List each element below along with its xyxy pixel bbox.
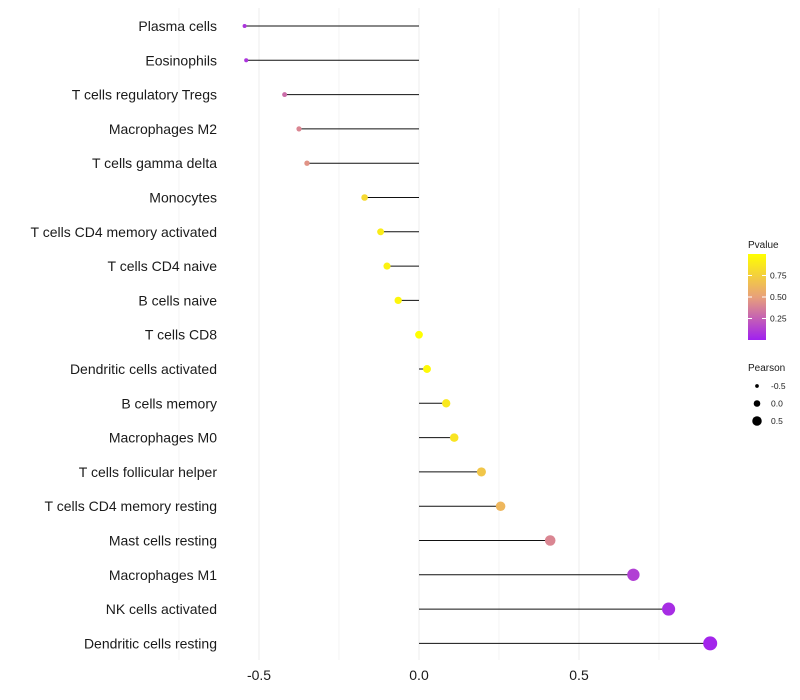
colorbar-tick-label: 0.75 (770, 271, 787, 281)
y-axis-label: Plasma cells (138, 18, 217, 34)
x-axis-tick-labels: -0.5 0.0 0.5 (247, 667, 589, 683)
pearson-legend-dot (755, 384, 759, 388)
y-axis-label: T cells gamma delta (92, 155, 217, 171)
lollipop-point (544, 535, 556, 546)
x-axis-tick-label: 0.5 (569, 667, 589, 683)
pearson-legend-dot (752, 416, 762, 426)
lollipop-point (242, 23, 247, 29)
colorbar-tick-label: 0.50 (770, 292, 787, 302)
lollipop-point (394, 296, 402, 305)
y-axis-label: T cells CD4 memory activated (31, 224, 217, 240)
pvalue-colorbar (748, 254, 766, 340)
pvalue-legend-title: Pvalue (748, 240, 779, 251)
pearson-legend-items: -0.5 0.0 0.5 (752, 381, 786, 426)
y-axis-label: Macrophages M0 (109, 430, 217, 446)
x-axis-tick-label: -0.5 (247, 667, 271, 683)
grid-lines (178, 8, 660, 660)
y-axis-label: T cells CD4 memory resting (45, 498, 217, 514)
y-axis-label: T cells CD8 (145, 327, 217, 343)
y-axis-labels: Plasma cells Eosinophils T cells regulator… (31, 18, 218, 651)
y-axis-label: Monocytes (149, 190, 217, 206)
lollipop-point (627, 568, 640, 581)
pvalue-legend: Pvalue 0.25 0.50 0.75 (748, 240, 787, 340)
y-axis-label: Dendritic cells resting (84, 635, 217, 651)
lollipop-point (423, 365, 431, 373)
lollipop-point (662, 602, 676, 616)
y-axis-label: B cells memory (121, 395, 217, 411)
lollipop-stems (244, 25, 711, 644)
lollipop-point (282, 92, 288, 98)
pearson-legend-title: Pearson (748, 363, 785, 374)
y-axis-label: Mast cells resting (109, 533, 217, 549)
y-axis-label: NK cells activated (106, 601, 217, 617)
colorbar-tick-label: 0.25 (770, 314, 787, 324)
y-axis-label: B cells naive (138, 292, 217, 308)
lollipop-points (242, 23, 718, 651)
y-axis-label: Dendritic cells activated (70, 361, 217, 377)
y-axis-label: T cells regulatory Tregs (72, 87, 217, 103)
lollipop-point (495, 501, 506, 511)
y-axis-label: Macrophages M1 (109, 567, 217, 583)
y-axis-label: Macrophages M2 (109, 121, 217, 137)
y-axis-label: T cells follicular helper (79, 464, 218, 480)
lollipop-point (377, 228, 385, 236)
lollipop-point (361, 194, 368, 201)
y-axis-label: Eosinophils (145, 52, 217, 68)
lollipop-point (296, 126, 302, 132)
lollipop-point (476, 467, 486, 477)
pearson-legend-label: 0.5 (771, 416, 783, 426)
lollipop-point (449, 433, 459, 442)
lollipop-point (415, 330, 423, 339)
lollipop-point (383, 262, 391, 270)
lollipop-point (304, 160, 310, 166)
pearson-legend-label: -0.5 (771, 381, 786, 391)
lollipop-point (703, 636, 718, 651)
lollipop-point (442, 399, 451, 408)
x-axis-tick-label: 0.0 (409, 667, 429, 683)
pvalue-colorbar-ticks: 0.25 0.50 0.75 (748, 271, 787, 324)
pearson-legend-dot (753, 400, 761, 407)
pearson-legend: Pearson -0.5 0.0 0.5 (748, 363, 786, 426)
pearson-legend-label: 0.0 (771, 399, 783, 409)
y-axis-label: T cells CD4 naive (108, 258, 218, 274)
lollipop-point (244, 58, 249, 63)
